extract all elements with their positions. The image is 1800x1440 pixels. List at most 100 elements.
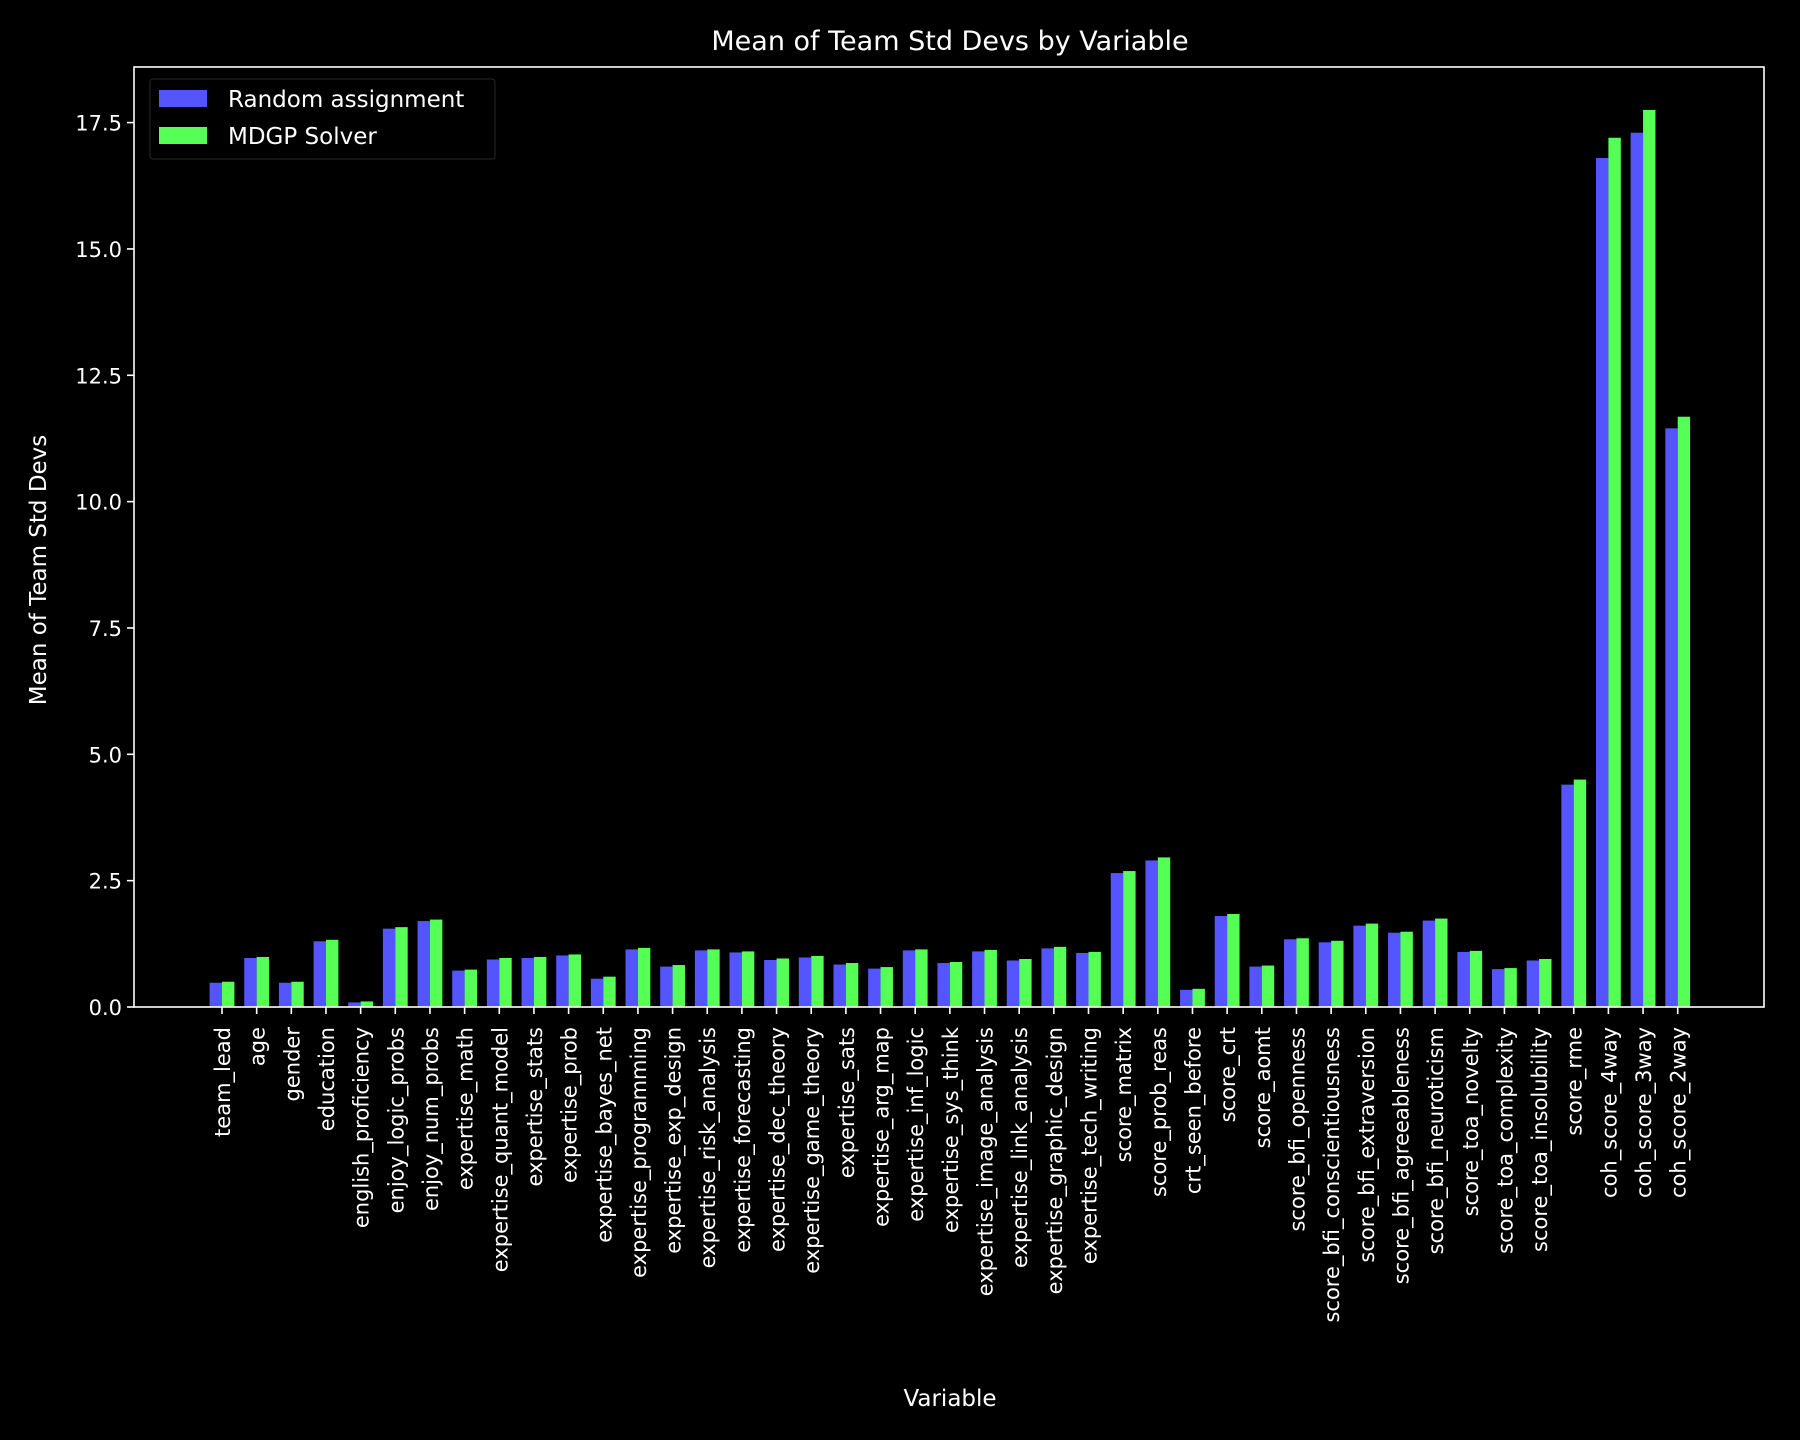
bar-mdgp-solver (1157, 857, 1171, 1007)
x-tick-label: score_bfi_openness (1285, 1027, 1310, 1232)
bar-mdgp-solver (360, 1001, 374, 1007)
legend-swatch (159, 90, 207, 107)
bar-random-assignment (1214, 916, 1228, 1007)
x-tick-label: expertise_arg_map (870, 1027, 895, 1227)
bar-random-assignment (313, 941, 326, 1007)
bar-mdgp-solver (603, 976, 616, 1007)
bar-random-assignment (868, 968, 881, 1007)
y-tick-label: 0.0 (89, 996, 122, 1020)
y-axis-label: Mean of Team Std Devs (26, 435, 52, 706)
x-tick-label: enjoy_logic_probs (384, 1027, 409, 1213)
chart-title: Mean of Team Std Devs by Variable (711, 26, 1188, 57)
bar-mdgp-solver (1400, 931, 1413, 1007)
x-tick-label: crt_seen_before (1181, 1027, 1206, 1194)
bar-random-assignment (764, 960, 777, 1007)
bar-random-assignment (1596, 157, 1609, 1007)
y-tick-label: 12.5 (75, 364, 122, 388)
legend-label: Random assignment (228, 87, 464, 113)
bar-mdgp-solver (1365, 923, 1379, 1007)
bar-mdgp-solver (533, 956, 547, 1007)
x-tick-label: score_bfi_extraversion (1355, 1027, 1380, 1263)
bar-mdgp-solver (1573, 779, 1587, 1007)
x-tick-label: expertise_math (454, 1027, 479, 1190)
bar-random-assignment (972, 951, 985, 1007)
bar-mdgp-solver (222, 981, 235, 1007)
bar-mdgp-solver (707, 949, 720, 1007)
x-tick-label: score_prob_reas (1147, 1027, 1172, 1197)
x-tick-label: expertise_dec_theory (766, 1027, 791, 1252)
x-tick-label: score_toa_insolubility (1528, 1027, 1553, 1252)
bar-random-assignment (348, 1002, 361, 1007)
bar-random-assignment (798, 957, 812, 1007)
x-tick-label: coh_score_3way (1632, 1027, 1657, 1198)
bar-mdgp-solver (811, 955, 824, 1007)
bar-random-assignment (1145, 860, 1158, 1007)
x-tick-label: expertise_programming (627, 1027, 652, 1278)
bar-mdgp-solver (984, 949, 997, 1007)
bar-random-assignment (1076, 952, 1089, 1007)
bar-mdgp-solver (291, 981, 304, 1007)
x-tick-label: score_rme (1563, 1027, 1588, 1136)
x-tick-label: score_toa_novelty (1459, 1027, 1484, 1216)
bar-random-assignment (1422, 920, 1436, 1007)
bar-random-assignment (1526, 960, 1540, 1007)
plot-area-frame (133, 66, 1765, 1008)
y-axis: 0.0 2.5 5.0 7.5 10.0 12.5 15.0 17.5 (75, 112, 134, 1020)
x-axis-label: Variable (903, 1386, 996, 1412)
bar-mdgp-solver (325, 939, 339, 1007)
bar-random-assignment (486, 959, 500, 1007)
bar-random-assignment (590, 978, 604, 1007)
bar-mdgp-solver (776, 958, 789, 1007)
bar-mdgp-solver (1192, 988, 1205, 1007)
bar-random-assignment (278, 982, 292, 1007)
bar-mdgp-solver (1469, 950, 1483, 1007)
bar-mdgp-solver (1539, 958, 1552, 1007)
bar-mdgp-solver (1435, 918, 1448, 1007)
x-tick-label: expertise_image_analysis (974, 1027, 999, 1296)
bar-random-assignment (1110, 873, 1124, 1007)
bar-random-assignment (625, 949, 638, 1007)
bar-mdgp-solver (1261, 965, 1275, 1007)
bar-mdgp-solver (880, 967, 893, 1007)
x-tick-label: expertise_exp_design (662, 1027, 687, 1254)
bar-random-assignment (1041, 948, 1054, 1007)
x-tick-label: enjoy_num_probs (419, 1027, 444, 1211)
y-tick-label: 7.5 (89, 617, 122, 641)
bar-mdgp-solver (1019, 958, 1032, 1007)
bar-random-assignment (729, 952, 742, 1007)
x-tick-label: expertise_graphic_design (1043, 1027, 1068, 1294)
bar-random-assignment (660, 966, 673, 1007)
x-tick-label: expertise_tech_writing (1078, 1027, 1103, 1264)
bar-mdgp-solver (1643, 109, 1656, 1008)
y-tick-label: 2.5 (89, 870, 122, 894)
bar-mdgp-solver (1123, 871, 1136, 1007)
x-tick-label: team_lead (211, 1027, 236, 1137)
bar-mdgp-solver (637, 947, 651, 1007)
bar-random-assignment (1249, 966, 1262, 1007)
x-tick-label: age (246, 1027, 270, 1066)
y-tick-label: 5.0 (89, 743, 122, 767)
bar-random-assignment (1353, 925, 1366, 1007)
x-tick-label: score_toa_complexity (1493, 1027, 1518, 1254)
x-tick-label: expertise_inf_logic (904, 1027, 929, 1222)
bar-random-assignment (1318, 942, 1332, 1007)
y-tick-label: 17.5 (75, 112, 122, 136)
x-tick-label: expertise_stats (523, 1027, 548, 1187)
bar-mdgp-solver (464, 969, 478, 1007)
x-tick-label: expertise_quant_model (488, 1027, 513, 1272)
bar-mdgp-solver (1608, 137, 1621, 1007)
bar-random-assignment (1284, 939, 1297, 1007)
bar-random-assignment (556, 955, 569, 1007)
bar-random-assignment (1457, 951, 1470, 1007)
bar-mdgp-solver (1227, 914, 1240, 1007)
bar-random-assignment (1665, 428, 1678, 1007)
bar-random-assignment (1006, 960, 1020, 1007)
bar-random-assignment (937, 963, 950, 1007)
bar-random-assignment (244, 957, 257, 1007)
x-tick-label: education (315, 1027, 339, 1131)
bar-mdgp-solver (1053, 946, 1067, 1007)
bar-random-assignment (521, 957, 534, 1007)
x-tick-label: score_aomt (1251, 1027, 1276, 1148)
x-tick-label: score_bfi_agreeableness (1389, 1027, 1414, 1284)
